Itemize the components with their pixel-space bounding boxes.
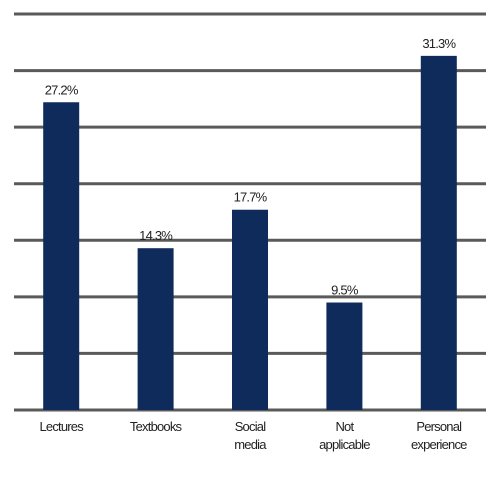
x-tick-label: Personal experience: [410, 419, 467, 452]
x-tick-label: Lectures: [39, 419, 83, 434]
x-tick-label: Textbooks: [129, 419, 182, 434]
value-label: 17.7%: [234, 190, 268, 205]
x-tick-label: Social media: [234, 419, 266, 452]
bar: [43, 102, 80, 410]
bar: [420, 55, 457, 411]
value-label: 31.3%: [422, 36, 456, 51]
value-label: 27.2%: [45, 82, 79, 97]
bar: [326, 302, 363, 410]
value-label: 14.3%: [139, 228, 173, 243]
bar: [232, 209, 268, 410]
x-tick-label: Not applicable: [319, 419, 370, 452]
value-label: 9.5%: [331, 283, 359, 298]
bar: [137, 248, 174, 410]
